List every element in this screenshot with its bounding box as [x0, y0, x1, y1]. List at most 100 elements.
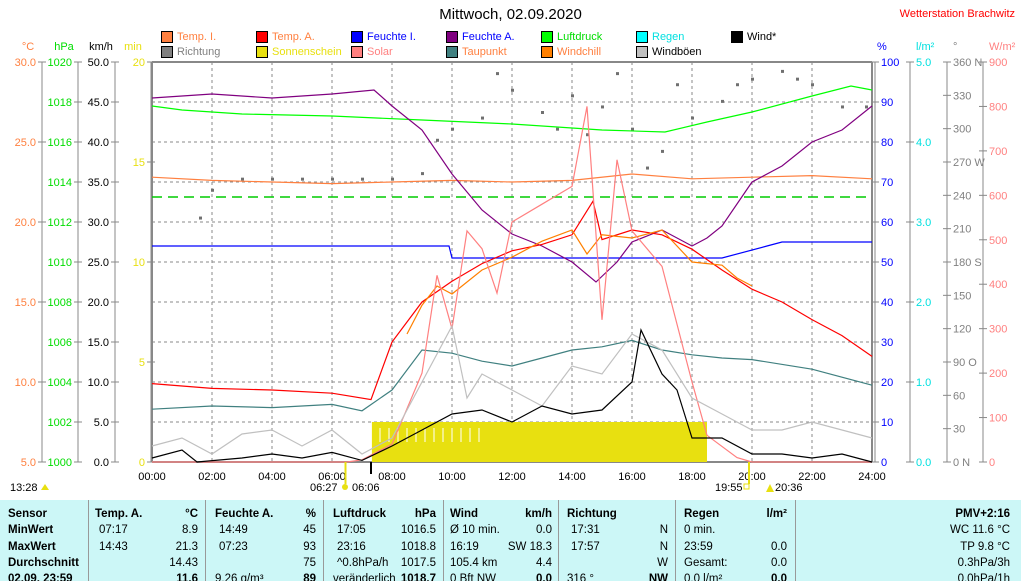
direction-point — [616, 72, 619, 76]
x-tick-label: 18:00 — [678, 471, 706, 483]
direction-point — [676, 83, 679, 87]
row-label: MinWert — [8, 524, 54, 536]
temp-value: 8.9 — [182, 524, 198, 536]
press-time: veränderlich — [333, 573, 396, 581]
series-temp-i-line — [151, 173, 873, 185]
legend-item: Windchill — [541, 46, 601, 58]
legend-swatch — [351, 31, 363, 43]
wind-value: 0.0 — [536, 524, 552, 536]
axis-tick-label: 700 — [989, 146, 1007, 158]
press-value: 1017.5 — [400, 557, 436, 569]
series-feuchte-i-line — [152, 241, 872, 259]
legend-item: Luftdruck — [541, 31, 602, 43]
direction-point — [631, 127, 634, 131]
x-tick-label: 24:00 — [858, 471, 886, 483]
direction-point — [421, 172, 424, 176]
series-windchill-line — [406, 229, 753, 335]
legend-label: Windböen — [652, 46, 702, 58]
stats-table: Sensor MinWert MaxWert Durchschnitt 02.09. 2… — [0, 500, 1021, 581]
legend-label: Sonnenschein — [272, 46, 342, 58]
direction-point — [736, 83, 739, 87]
rain-time: Gesamt: — [684, 557, 728, 569]
axis-tick-label: 20.0 — [15, 217, 36, 229]
legend-item: Temp. A. — [256, 31, 315, 43]
axis-tick-label: 45.0 — [88, 97, 109, 109]
press-time: 23:16 — [337, 541, 366, 553]
x-tick-label: 06:00 — [318, 471, 346, 483]
legend-swatch — [636, 46, 648, 58]
axis-tick-label: 90 — [881, 97, 893, 109]
dir-time: 316 ° — [567, 573, 594, 581]
axis-unit-label: W/m² — [989, 41, 1016, 53]
direction-point — [301, 177, 304, 181]
row-label: MaxWert — [8, 541, 56, 553]
direction-point — [391, 177, 394, 181]
axis-tick-label: 20.0 — [88, 297, 109, 309]
x-tick-label: 20:00 — [738, 471, 766, 483]
dir-header: Richtung — [567, 508, 617, 520]
column-divider — [88, 500, 89, 581]
axis-tick-label: 80 — [881, 137, 893, 149]
axis-tick-label: 10 — [133, 257, 145, 269]
legend-swatch — [731, 31, 743, 43]
hum-header: Feuchte A. — [215, 508, 274, 520]
hum-time: 14:49 — [219, 524, 248, 536]
legend-swatch — [446, 46, 458, 58]
legend-label: Regen — [652, 31, 685, 43]
axis-unit-label: km/h — [89, 41, 113, 53]
legend-label: Feuchte A. — [462, 31, 515, 43]
axis-tick-label: 1020 — [48, 57, 72, 69]
axis-tick-label: 10.0 — [15, 377, 36, 389]
axis-tick-label: 0 — [989, 457, 995, 469]
legend-swatch — [256, 31, 268, 43]
axis-tick-label: 10 — [881, 417, 893, 429]
temp-value: 14.43 — [169, 557, 198, 569]
axis-tick-label: 600 — [989, 190, 1007, 202]
direction-point — [865, 105, 868, 109]
axis-tick-label: 15.0 — [15, 297, 36, 309]
direction-point — [646, 166, 649, 170]
legend-item: Richtung — [161, 46, 220, 58]
direction-point — [436, 138, 439, 142]
legend-swatch — [636, 31, 648, 43]
x-tick-label: 00:00 — [138, 471, 166, 483]
hum-value: 45 — [303, 524, 316, 536]
direction-point — [496, 72, 499, 76]
sun-icon — [41, 484, 49, 490]
x-tick-label: 16:00 — [618, 471, 646, 483]
direction-point — [661, 149, 664, 153]
axis-tick-label: 1016 — [48, 137, 72, 149]
direction-point — [541, 111, 544, 114]
press-unit: hPa — [414, 508, 436, 520]
column-divider — [443, 500, 444, 581]
column-divider — [795, 500, 796, 581]
dir-value: N — [659, 541, 668, 553]
axis-tick-label: 120 — [953, 324, 971, 336]
press-value: 1018.8 — [400, 541, 436, 553]
legend-swatch — [541, 46, 553, 58]
legend-item: Feuchte A. — [446, 31, 515, 43]
axis-tick-label: 2.0 — [916, 297, 931, 309]
axis-tick-label: 300 — [953, 124, 971, 136]
direction-point — [451, 127, 454, 131]
direction-point — [841, 105, 844, 109]
legend-label: Wind* — [747, 31, 777, 43]
press-time: ^0.8hPa/h — [337, 557, 389, 569]
dir-value: N — [659, 524, 668, 536]
extra-info: 0.3hPa/3h — [957, 557, 1010, 569]
press-value: 1018.7 — [400, 573, 436, 581]
axis-tick-label: 30 — [881, 337, 893, 349]
dir-value: W — [657, 557, 668, 569]
axis-tick-label: 30.0 — [88, 217, 109, 229]
legend-swatch — [446, 31, 458, 43]
axis-unit-label: l/m² — [916, 41, 935, 53]
column-divider — [323, 500, 324, 581]
hum-time: 9.26 g/m³ — [215, 573, 264, 581]
direction-point — [331, 177, 334, 181]
series-windböen-line — [151, 324, 873, 455]
x-tick-label: 02:00 — [198, 471, 226, 483]
temp-time: 14:43 — [99, 541, 128, 553]
series-luftdruck-line — [151, 85, 873, 133]
axis-tick-label: 270 W — [953, 157, 985, 169]
rain-value: 0.0 — [771, 557, 787, 569]
